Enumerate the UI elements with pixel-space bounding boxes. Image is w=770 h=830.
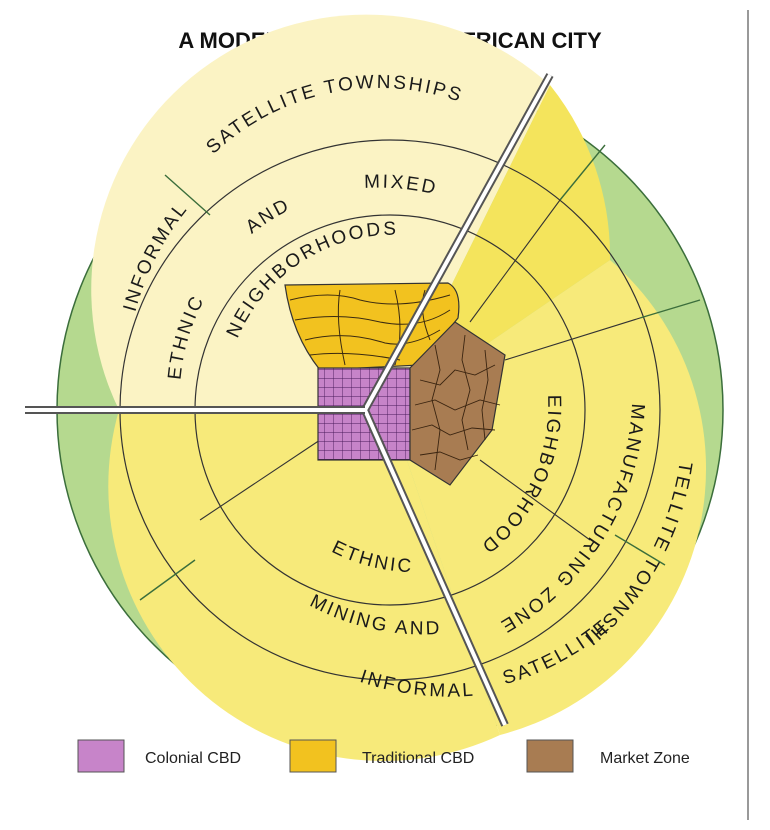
legend-label-colonial: Colonial CBD: [145, 750, 241, 767]
legend-swatch-market: [526, 739, 574, 773]
roads: [25, 73, 554, 727]
legend-label-market: Market Zone: [600, 750, 690, 767]
inner-sector-dividers: [199, 199, 641, 541]
legend-item-market: Market Zone: [526, 739, 690, 773]
legend-label-traditional: Traditional CBD: [362, 750, 474, 767]
sector-dividers: [139, 144, 701, 601]
legend-swatch-colonial: [77, 739, 125, 773]
legend-item-traditional: Traditional CBD: [289, 739, 474, 773]
legend-swatch-traditional: [289, 739, 337, 773]
legend-item-colonial: Colonial CBD: [77, 739, 241, 773]
legend: Colonial CBD Traditional CBD Market Zone: [77, 739, 690, 773]
market-zone-lines: [411, 334, 501, 471]
